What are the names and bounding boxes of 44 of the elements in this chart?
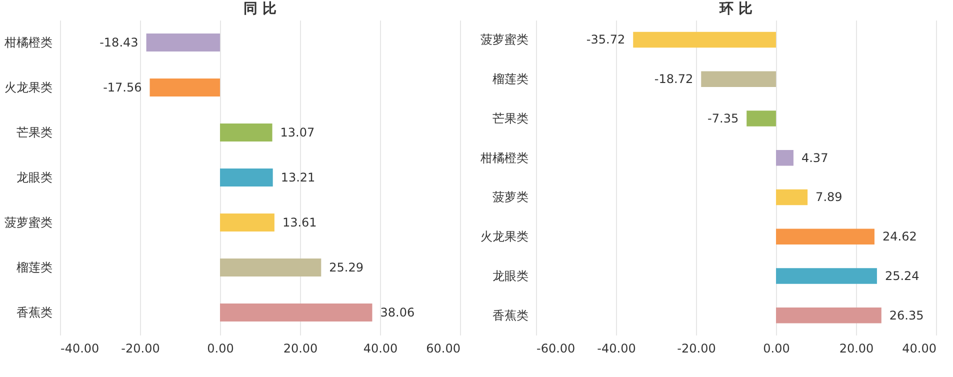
- chart-title: 环 比: [718, 1, 752, 17]
- y-tick-label: 龙眼类: [492, 268, 528, 283]
- x-tick-label: -20.00: [677, 342, 716, 356]
- x-tick-label: -40.00: [60, 342, 100, 356]
- data-label: 13.61: [282, 216, 317, 230]
- x-tick-label: 20.00: [839, 342, 874, 356]
- y-tick-label: 柑橘橙类: [4, 36, 52, 50]
- y-tick-label: 香蕉类: [492, 308, 528, 322]
- data-label: 13.07: [280, 126, 315, 140]
- data-label: 38.06: [380, 306, 415, 320]
- y-tick-label: 菠萝蜜类: [4, 216, 52, 230]
- data-label: 25.24: [884, 268, 920, 283]
- data-label: -18.43: [100, 36, 138, 50]
- y-tick-label: 菠萝蜜类: [480, 32, 528, 47]
- y-tick-label: 芒果类: [492, 111, 528, 126]
- data-label: 26.35: [889, 308, 924, 322]
- data-label: 4.37: [801, 150, 828, 165]
- x-tick-label: -40.00: [597, 342, 636, 356]
- y-tick-label: 柑橘橙类: [480, 150, 528, 165]
- x-tick-label: 0.00: [207, 342, 234, 356]
- y-tick-label: 榴莲类: [16, 260, 52, 274]
- data-label: 24.62: [882, 230, 917, 244]
- y-tick-label: 火龙果类: [4, 80, 52, 94]
- x-tick-label: 40.00: [902, 342, 936, 356]
- y-tick-label: 火龙果类: [480, 230, 528, 244]
- x-tick-label: 60.00: [426, 342, 460, 356]
- data-label: -17.56: [103, 80, 142, 94]
- data-label: 7.89: [816, 190, 842, 204]
- y-tick-label: 龙眼类: [16, 170, 52, 184]
- y-tick-label: 芒果类: [16, 126, 52, 140]
- y-tick-label: 菠萝类: [492, 190, 528, 204]
- data-label: 13.21: [280, 170, 316, 184]
- y-tick-label: 榴莲类: [492, 72, 528, 86]
- x-tick-label: 0.00: [763, 342, 790, 356]
- x-tick-label: -20.00: [121, 342, 160, 356]
- data-label: -18.72: [654, 72, 694, 86]
- data-label: -7.35: [708, 111, 739, 126]
- x-tick-label: 20.00: [283, 342, 318, 356]
- chart-title: 同 比: [244, 1, 276, 17]
- data-label: 25.29: [329, 260, 364, 274]
- data-label: -35.72: [586, 32, 626, 47]
- x-tick-label: 40.00: [363, 342, 398, 356]
- y-tick-label: 香蕉类: [16, 306, 52, 320]
- x-tick-label: -60.00: [536, 342, 576, 356]
